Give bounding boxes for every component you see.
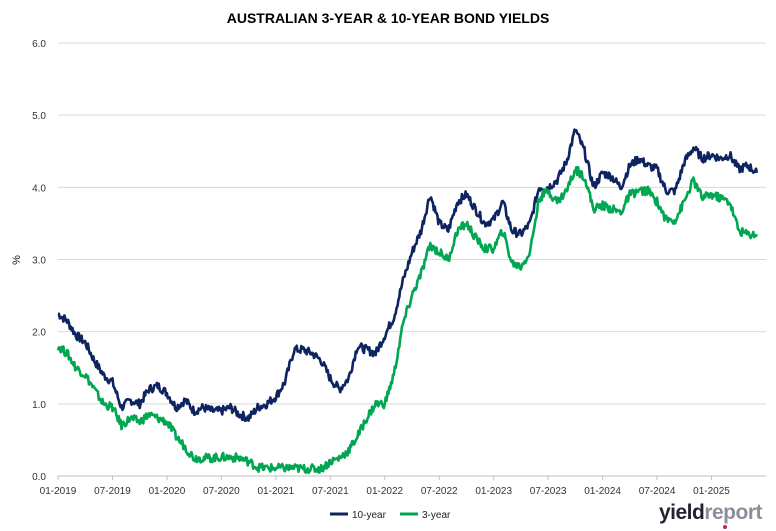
- y-tick-label: 5.0: [32, 111, 46, 122]
- x-tick-label: 07-2023: [530, 486, 567, 497]
- x-axis-ticks: 01-2019 07-2019 01-2020 07-2020 01-2021 07-20…: [40, 476, 730, 497]
- series-line-10-year: [57, 128, 759, 423]
- legend: 10-year 3-year: [330, 510, 451, 521]
- legend-label: 10-year: [352, 510, 387, 521]
- legend-label: 3-year: [422, 510, 451, 521]
- y-tick-label: 2.0: [32, 328, 46, 339]
- x-tick-label: 07-2022: [421, 486, 458, 497]
- x-tick-label: 01-2021: [257, 486, 294, 497]
- x-tick-label: 01-2025: [693, 486, 730, 497]
- series-lines: [56, 128, 759, 475]
- y-tick-label: 3.0: [32, 256, 46, 267]
- yieldreport-logo: yieldreport: [658, 501, 763, 524]
- x-tick-label: 01-2023: [475, 486, 512, 497]
- y-tick-label: 0.0: [32, 472, 46, 483]
- y-tick-label: 1.0: [32, 400, 46, 411]
- x-tick-label: 07-2019: [94, 486, 131, 497]
- x-tick-label: 07-2020: [203, 486, 240, 497]
- chart-title: AUSTRALIAN 3-YEAR & 10-YEAR BOND YIELDS: [227, 10, 550, 26]
- y-axis-ticks: 0.0 1.0 2.0 3.0 4.0 5.0 6.0: [32, 39, 46, 483]
- y-axis-title: %: [11, 255, 23, 265]
- y-tick-label: 4.0: [32, 183, 46, 194]
- x-tick-label: 01-2022: [366, 486, 403, 497]
- grid-lines: [58, 42, 766, 477]
- x-tick-label: 01-2019: [40, 486, 77, 497]
- x-tick-label: 07-2024: [639, 486, 676, 497]
- x-tick-label: 01-2024: [584, 486, 621, 497]
- series-line-3-year: [56, 166, 759, 475]
- x-tick-label: 07-2021: [312, 486, 349, 497]
- logo-dot-icon: [723, 525, 727, 529]
- x-tick-label: 01-2020: [149, 486, 186, 497]
- y-tick-label: 6.0: [32, 39, 46, 50]
